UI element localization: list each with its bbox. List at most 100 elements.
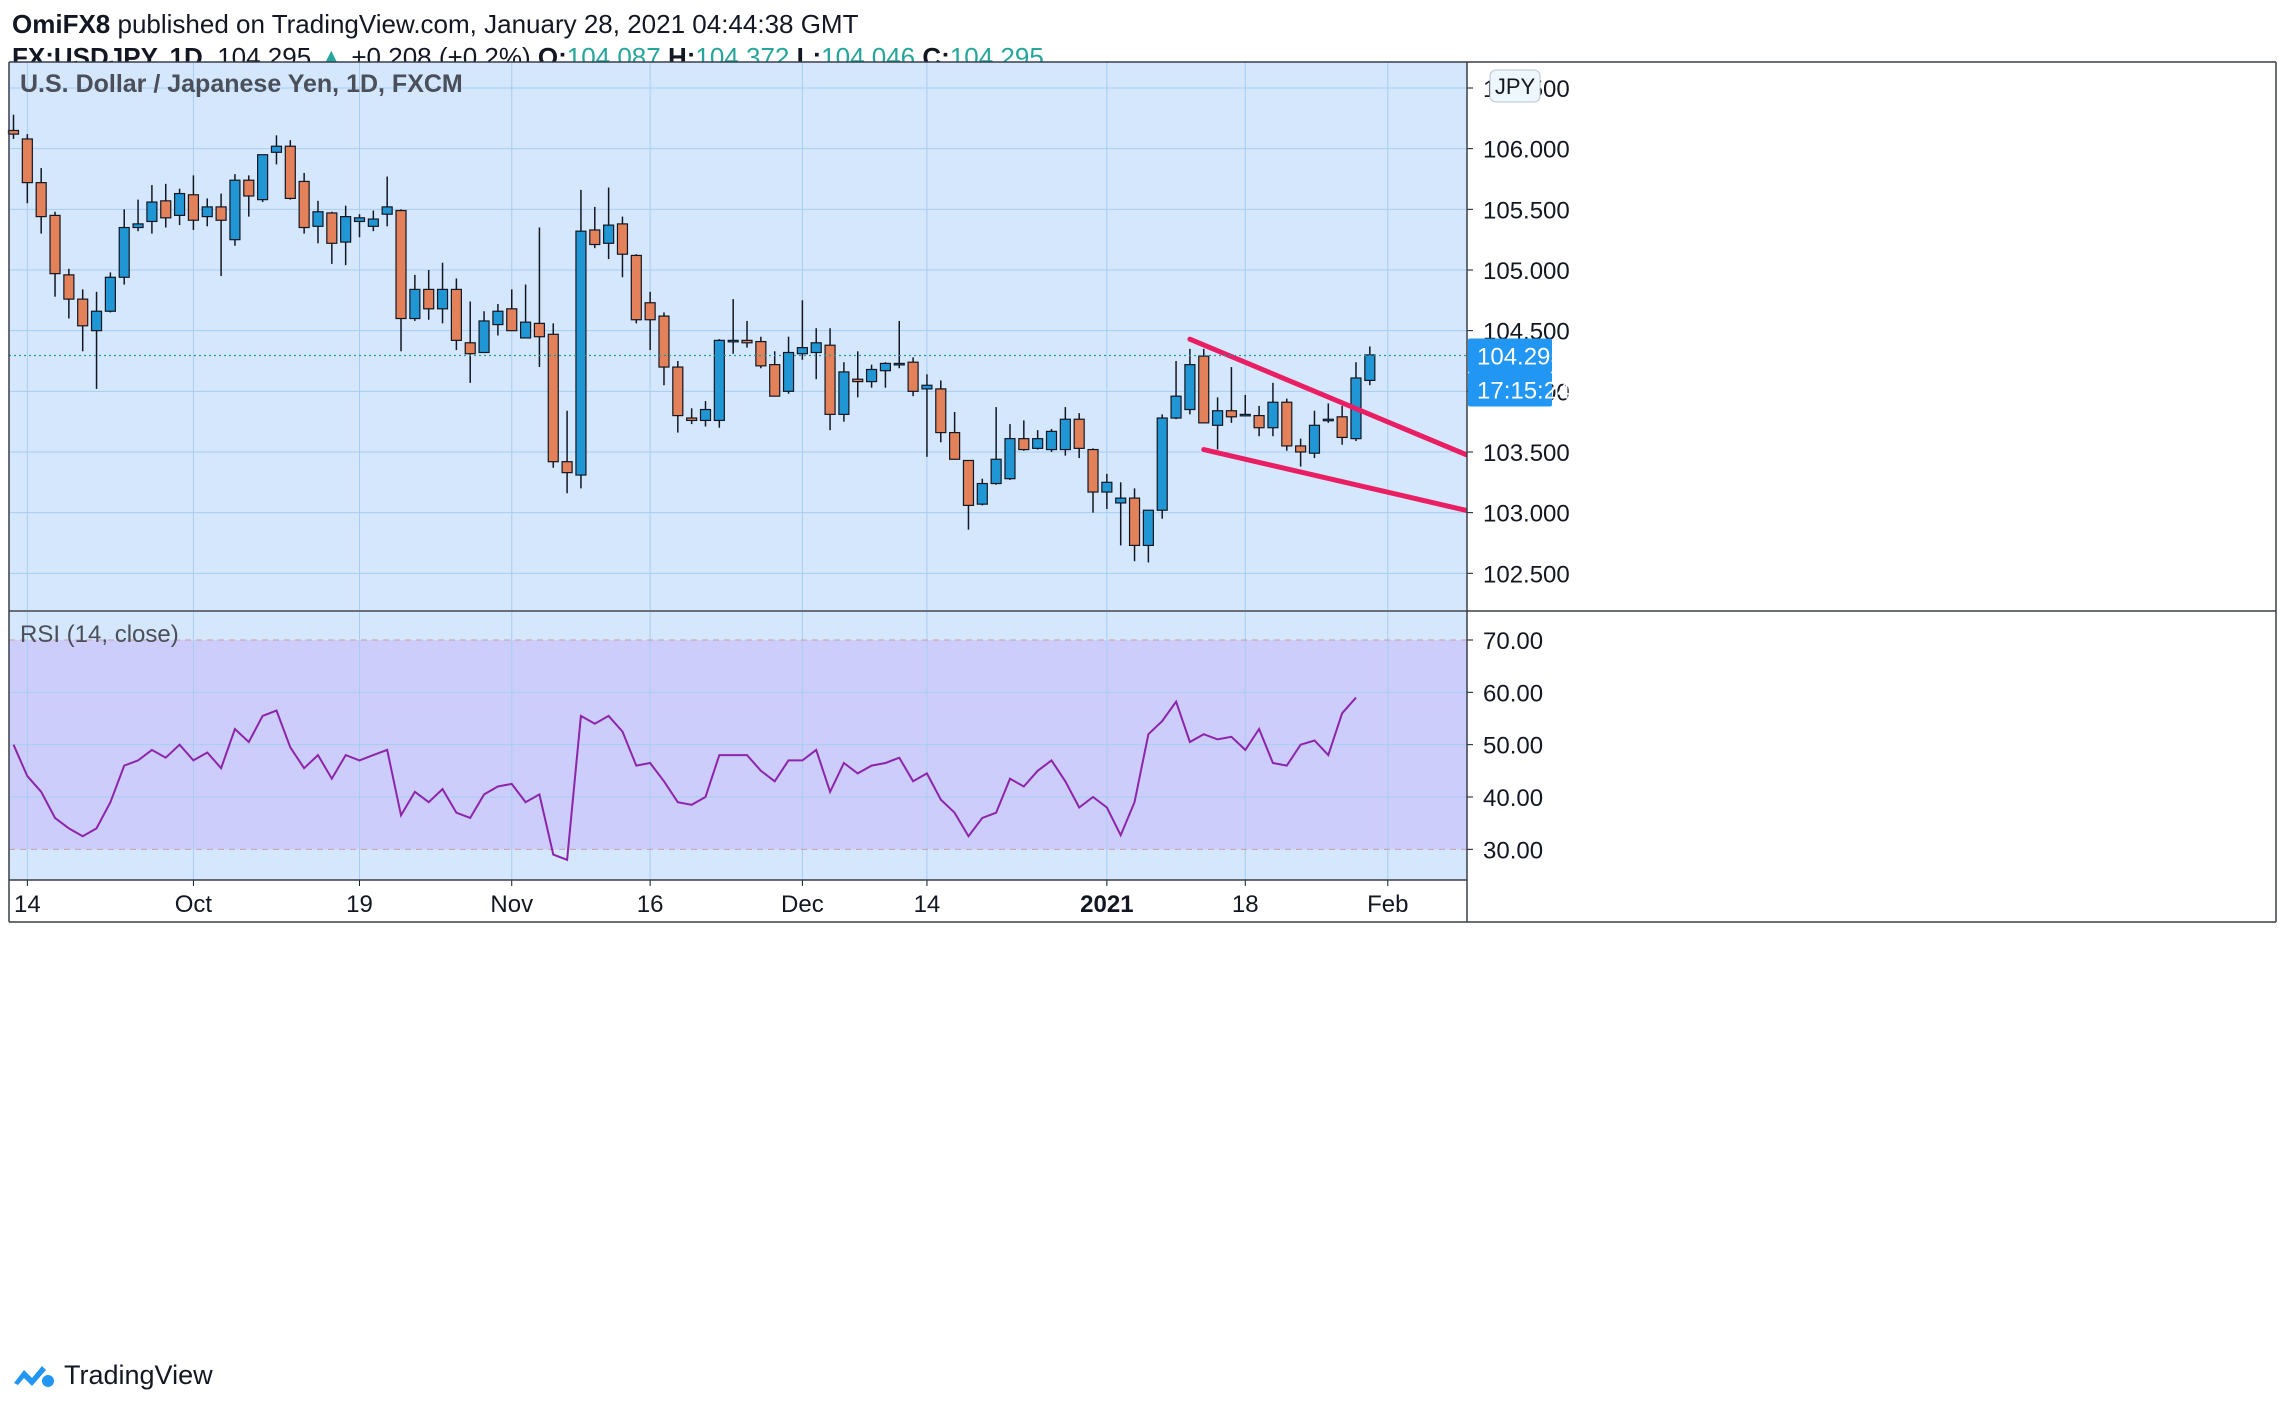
price-axis-label: 105.500 (1483, 197, 1570, 224)
candle-body (962, 459, 975, 506)
published-text: published on TradingView.com, January 28… (117, 9, 859, 39)
candle-body (243, 179, 255, 197)
candle-body (201, 206, 213, 218)
candle-body (644, 302, 656, 321)
price-axis-label: 102.500 (1483, 561, 1570, 588)
last-price-tag-label: 104.295 (1477, 344, 1564, 371)
last-price-tag (1468, 338, 1552, 373)
candle-body (423, 288, 435, 310)
candle-body (118, 226, 130, 278)
footer-brand[interactable]: TradingView (12, 1355, 213, 1395)
candle-body (478, 320, 490, 354)
rsi-axis-label: 70.00 (1483, 628, 1543, 655)
currency-badge (1489, 69, 1541, 103)
candle-body (852, 378, 864, 383)
candle-body (340, 216, 352, 243)
price-axis-label: 103.500 (1483, 440, 1570, 467)
candle-body (990, 458, 1002, 485)
candle-body (949, 431, 961, 460)
time-axis-label: 14 (14, 891, 41, 918)
candle-body (865, 368, 878, 383)
rsi-line (12, 696, 1357, 862)
candle-body (1308, 424, 1321, 454)
candle-body (312, 211, 324, 227)
candle-body (353, 217, 366, 223)
candle-body (575, 230, 587, 476)
candle-body (492, 310, 504, 326)
candle-body (49, 214, 61, 275)
candle-body (658, 315, 670, 368)
candle-body (1004, 438, 1016, 480)
candle-body (589, 229, 601, 246)
time-axis-label: 19 (346, 891, 373, 918)
countdown-tag-label: 17:15:24 (1477, 378, 1570, 405)
candle-body (1239, 413, 1251, 417)
candle-body (741, 339, 753, 344)
candle-body (1156, 417, 1168, 511)
candle-body (146, 201, 158, 223)
candle-body (547, 333, 559, 463)
candle-body (824, 344, 836, 415)
price-chart-title: U.S. Dollar / Japanese Yen, 1D, FXCM (20, 70, 463, 98)
candle-body (298, 180, 310, 229)
tradingview-logo-icon (14, 1366, 54, 1387)
time-axis-label: 18 (1232, 891, 1259, 918)
rsi-axis-label: 50.00 (1483, 733, 1543, 760)
time-axis (9, 880, 1467, 922)
candle-body (1059, 418, 1071, 451)
candle-body (519, 321, 532, 339)
time-axis-label: 16 (637, 891, 664, 918)
candle-body (436, 288, 449, 310)
candle-body (77, 298, 89, 327)
candle-body (755, 340, 767, 367)
candle-body (907, 361, 919, 392)
candle-body (893, 362, 905, 366)
footer-brand-label: TradingView (64, 1359, 213, 1390)
candle-body (1101, 481, 1113, 493)
candle-body (1225, 410, 1238, 418)
candle-body (1211, 410, 1224, 426)
rsi-axis-label: 40.00 (1483, 785, 1543, 812)
candle-body (132, 223, 144, 229)
candle-body (1184, 364, 1196, 411)
candle-body (284, 145, 296, 200)
candle-body (630, 254, 642, 321)
price-axis-label: 105.000 (1483, 258, 1570, 285)
candle-body (1267, 401, 1279, 429)
price-pane (9, 62, 1467, 610)
candle-body (257, 154, 269, 201)
candle-body (381, 206, 393, 215)
candle-body (1045, 430, 1058, 451)
candle-body (1336, 416, 1348, 439)
candle-body (160, 200, 172, 219)
candle-body (7, 129, 20, 135)
candle-body (1281, 401, 1293, 447)
candle-body (838, 371, 850, 415)
time-axis-label: Feb (1367, 891, 1408, 918)
author-name[interactable]: OmiFX8 (12, 9, 111, 39)
candle-body (229, 179, 241, 241)
countdown-tag (1468, 372, 1552, 407)
candle-body (1087, 448, 1099, 493)
time-axis-label: Dec (781, 891, 824, 918)
candle-body (1198, 355, 1210, 424)
candle-body (921, 384, 933, 390)
wedge-trendline (1187, 336, 1495, 468)
candle-body (1128, 497, 1141, 547)
candle-body (464, 342, 476, 355)
candle-body (713, 339, 725, 422)
candle-body (173, 192, 186, 216)
wedge-trendline (1201, 447, 1495, 519)
rsi-axis-label: 60.00 (1483, 680, 1543, 707)
candle-body (506, 308, 518, 332)
candle-body (1142, 509, 1154, 547)
publish-info: OmiFX8 published on TradingView.com, Jan… (12, 8, 858, 40)
candle-body (1018, 438, 1030, 451)
candle-body (603, 224, 615, 244)
rsi-title: RSI (14, close) (20, 621, 179, 648)
candle-body (727, 339, 739, 343)
candle-body (326, 212, 338, 244)
candle-body (215, 206, 227, 221)
time-axis-label: 2021 (1080, 891, 1133, 918)
